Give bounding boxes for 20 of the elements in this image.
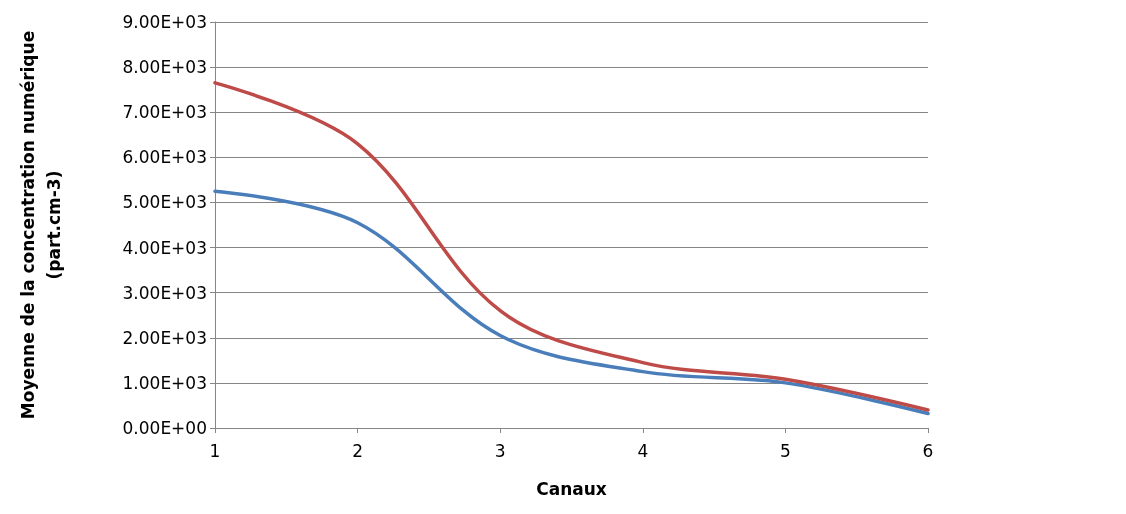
x-tick-label: 5 (779, 440, 791, 461)
y-tick-label: 6.00E+03 (122, 147, 207, 168)
y-tick-label: 4.00E+03 (122, 237, 207, 258)
x-tick-label: 6 (922, 440, 934, 461)
x-tick-label: 2 (352, 440, 364, 461)
y-tick-label: 8.00E+03 (122, 57, 207, 78)
x-axis-title: Canaux (536, 478, 607, 499)
y-tick-label: 3.00E+03 (122, 282, 207, 303)
x-tick-label: 3 (494, 440, 506, 461)
x-tick-label: 4 (637, 440, 649, 461)
line-series (213, 81, 930, 412)
line-series (213, 189, 930, 416)
y-tick-label: 7.00E+03 (122, 102, 207, 123)
x-tick-label: 1 (209, 440, 221, 461)
y-tick-label: 9.00E+03 (122, 12, 207, 32)
y-tick-label: 1.00E+03 (122, 372, 207, 393)
y-tick-label: 2.00E+03 (122, 327, 207, 348)
y-tick-label: 0.00E+00 (122, 418, 207, 438)
y-axis-title: Moyenne de la concentration numérique (part.cm-3) (18, 30, 64, 420)
y-tick-label: 5.00E+03 (122, 192, 207, 213)
